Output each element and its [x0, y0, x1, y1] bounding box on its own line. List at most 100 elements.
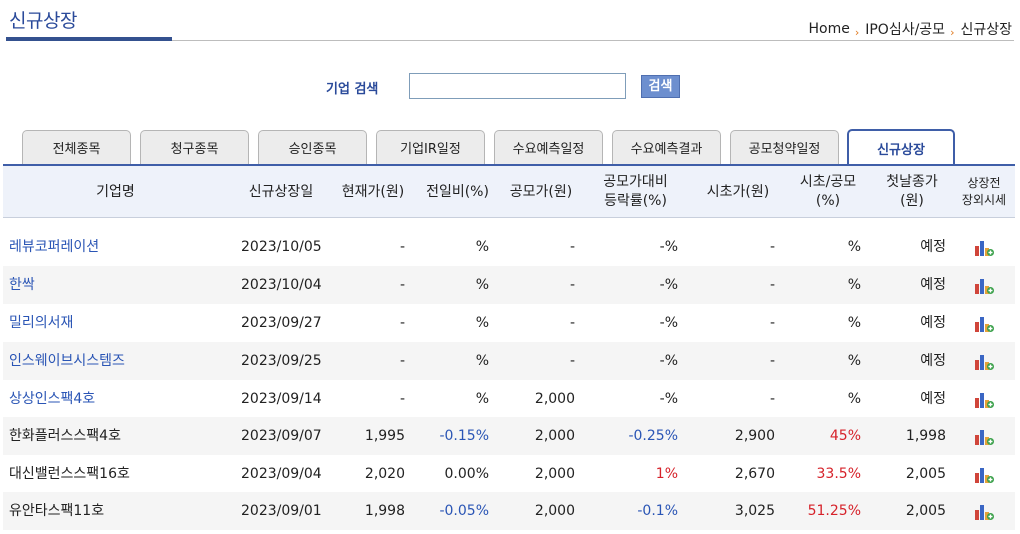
tab-subscription-schedule[interactable]: 공모청약일정	[730, 130, 839, 165]
listing-date-cell: 2023/10/05	[241, 239, 322, 255]
table-row: 레뷰코퍼레이션 2023/10/05 -% - -% -% 예정	[3, 228, 1015, 266]
breadcrumb-separator-icon: ›	[950, 25, 955, 39]
offer-price-cell: 2,000	[534, 428, 575, 444]
company-name-cell[interactable]: 밀리의서재	[9, 315, 74, 331]
table-header: 기업명 신규상장일 현재가(원) 전일비(%) 공모가(원) 공모가대비 등락률…	[3, 166, 1015, 218]
table-row: 한싹 2023/10/04 -% - -% -% 예정	[3, 266, 1015, 304]
company-name-cell[interactable]: 상상인스팩4호	[9, 391, 96, 407]
search-input[interactable]	[409, 73, 626, 99]
open-vs-offer-cell: %	[847, 353, 861, 369]
company-name-cell[interactable]: 한싹	[9, 277, 35, 293]
vs-offer-cell: -%	[659, 353, 678, 369]
tab-demand-forecast-schedule[interactable]: 수요예측일정	[494, 130, 603, 165]
table-row: 밀리의서재 2023/09/27 -% - -% -% 예정	[3, 304, 1015, 342]
change-cell: %	[475, 277, 489, 293]
bar-chart-icon[interactable]	[973, 503, 995, 521]
table-row: 대신밸런스스팩16호 2023/09/04 2,020 0.00% 2,000 1% 2,6…	[3, 455, 1015, 493]
listing-date-cell: 2023/10/04	[241, 277, 322, 293]
current-price-cell: -	[399, 277, 405, 293]
offer-price-cell: 2,000	[534, 466, 575, 482]
tab-underline	[3, 164, 1015, 166]
table-row: 인스웨이브시스템즈 2023/09/25 -% - -% -% 예정	[3, 342, 1015, 380]
listing-date-cell: 2023/09/01	[241, 503, 322, 519]
first-close-cell: 1,998	[905, 428, 946, 444]
current-price-cell: 2,020	[364, 466, 405, 482]
bar-chart-icon[interactable]	[973, 239, 995, 257]
change-cell: 0.00%	[444, 466, 489, 482]
change-cell: -0.15%	[439, 428, 489, 444]
open-vs-offer-cell: 51.25%	[807, 503, 861, 519]
tab-requested[interactable]: 청구종목	[140, 130, 249, 165]
open-vs-offer-cell: %	[847, 277, 861, 293]
column-header-open-price[interactable]: 시초가(원)	[706, 183, 770, 200]
open-price-cell: -	[769, 353, 775, 369]
page-title: 신규상장	[9, 10, 77, 32]
column-header-offer-price[interactable]: 공모가(원)	[509, 183, 573, 200]
company-name-cell: 유안타스팩11호	[9, 503, 105, 519]
title-underline	[6, 37, 172, 41]
bar-chart-icon[interactable]	[973, 391, 995, 409]
open-vs-offer-cell: 45%	[829, 428, 861, 444]
search-row: 기업 검색 검색	[0, 72, 1020, 102]
listing-date-cell: 2023/09/07	[241, 428, 322, 444]
bar-chart-icon[interactable]	[973, 466, 995, 484]
tab-all-stocks[interactable]: 전체종목	[22, 130, 131, 165]
open-vs-offer-cell: %	[847, 391, 861, 407]
offer-price-cell: -	[569, 277, 575, 293]
company-name-cell[interactable]: 인스웨이브시스템즈	[9, 353, 125, 369]
company-name-cell[interactable]: 레뷰코퍼레이션	[9, 239, 100, 255]
breadcrumb-home[interactable]: Home	[808, 21, 850, 37]
first-close-cell: 예정	[920, 277, 946, 293]
open-price-cell: -	[769, 277, 775, 293]
change-cell: %	[475, 239, 489, 255]
vs-offer-cell: -%	[659, 315, 678, 331]
listing-date-cell: 2023/09/27	[241, 315, 322, 331]
bar-chart-icon[interactable]	[973, 277, 995, 295]
vs-offer-cell: -%	[659, 239, 678, 255]
tab-demand-forecast-result[interactable]: 수요예측결과	[612, 130, 721, 165]
column-header-change[interactable]: 전일비(%)	[426, 183, 489, 200]
table-row: 유안타스팩11호 2023/09/01 1,998 -0.05% 2,000 -0.1% 3…	[3, 492, 1015, 530]
open-vs-offer-cell: %	[847, 239, 861, 255]
vs-offer-cell: 1%	[655, 466, 678, 482]
change-cell: -0.05%	[439, 503, 489, 519]
offer-price-cell: -	[569, 315, 575, 331]
bar-chart-icon[interactable]	[973, 428, 995, 446]
column-header-vs-offer[interactable]: 공모가대비 등락률(%)	[603, 174, 668, 209]
column-header-first-close[interactable]: 첫날종가 (원)	[886, 174, 938, 209]
open-price-cell: 3,025	[734, 503, 775, 519]
offer-price-cell: 2,000	[534, 503, 575, 519]
title-divider	[172, 40, 1014, 41]
open-price-cell: 2,670	[734, 466, 775, 482]
open-price-cell: -	[769, 391, 775, 407]
offer-price-cell: -	[569, 239, 575, 255]
first-close-cell: 예정	[920, 391, 946, 407]
company-name-cell: 대신밸런스스팩16호	[9, 466, 130, 482]
first-close-cell: 예정	[920, 239, 946, 255]
search-button[interactable]: 검색	[641, 75, 680, 98]
company-name-cell: 한화플러스스팩4호	[9, 428, 121, 444]
listing-date-cell: 2023/09/25	[241, 353, 322, 369]
search-label: 기업 검색	[326, 82, 379, 97]
tab-approved[interactable]: 승인종목	[258, 130, 367, 165]
column-header-listing-date[interactable]: 신규상장일	[248, 183, 314, 200]
offer-price-cell: -	[569, 353, 575, 369]
table-row: 한화플러스스팩4호 2023/09/07 1,995 -0.15% 2,000 -0.25…	[3, 417, 1015, 455]
open-price-cell: -	[769, 239, 775, 255]
offer-price-cell: 2,000	[534, 391, 575, 407]
column-header-company[interactable]: 기업명	[96, 183, 135, 200]
change-cell: %	[475, 353, 489, 369]
column-header-current-price[interactable]: 현재가(원)	[341, 183, 405, 200]
bar-chart-icon[interactable]	[973, 353, 995, 371]
breadcrumb-ipo[interactable]: IPO심사/공모	[865, 22, 946, 38]
first-close-cell: 2,005	[905, 466, 946, 482]
tab-new-listing[interactable]: 신규상장	[847, 129, 955, 166]
open-vs-offer-cell: 33.5%	[816, 466, 861, 482]
breadcrumb-current: 신규상장	[960, 22, 1012, 38]
breadcrumb: Home › IPO심사/공모 › 신규상장	[808, 19, 1012, 39]
tab-ir-schedule[interactable]: 기업IR일정	[376, 130, 485, 165]
column-header-open-vs-offer[interactable]: 시초/공모 (%)	[799, 174, 857, 209]
bar-chart-icon[interactable]	[973, 315, 995, 333]
column-header-otc-price[interactable]: 상장전 장외시세	[961, 176, 1007, 207]
vs-offer-cell: -%	[659, 391, 678, 407]
